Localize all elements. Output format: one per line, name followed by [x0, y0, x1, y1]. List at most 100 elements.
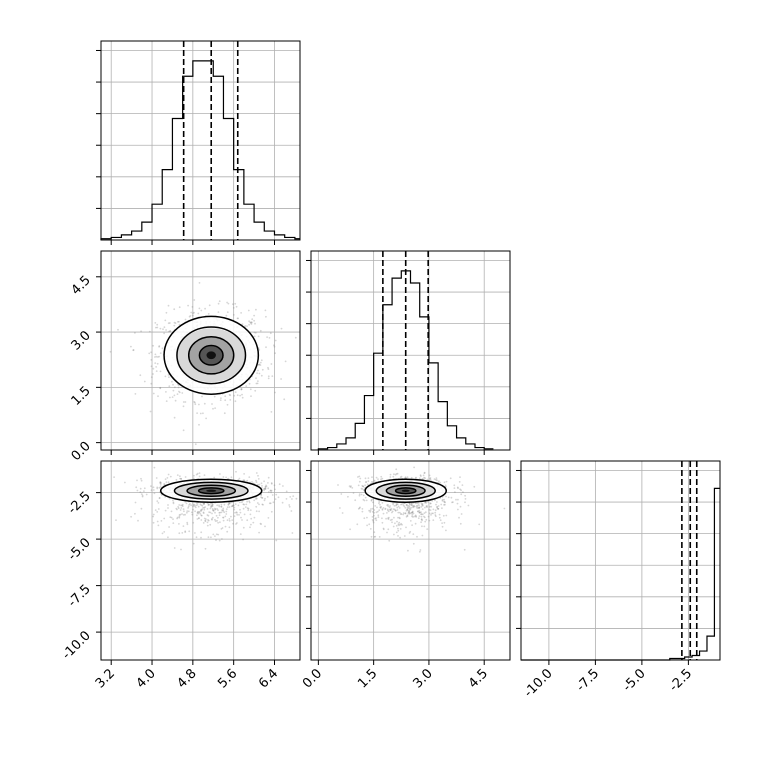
scatter-point — [389, 473, 392, 476]
scatter-point — [411, 513, 414, 516]
scatter-point — [370, 535, 373, 538]
scatter-point — [255, 377, 257, 379]
scatter-point — [223, 503, 226, 506]
scatter-point — [398, 524, 400, 527]
scatter-point — [244, 506, 247, 508]
scatter-point — [420, 502, 423, 505]
scatter-point — [226, 506, 229, 509]
scatter-point — [397, 535, 399, 537]
scatter-point — [271, 494, 274, 496]
scatter-point — [240, 516, 242, 519]
scatter-point — [250, 323, 253, 325]
scatter-point — [278, 483, 281, 486]
scatter-point — [220, 503, 223, 506]
scatter-point — [361, 484, 364, 487]
scatter-point — [198, 517, 200, 520]
scatter-point — [242, 507, 245, 510]
scatter-point — [374, 517, 376, 520]
scatter-point — [406, 508, 409, 510]
scatter-point — [260, 496, 262, 498]
scatter-point — [196, 504, 199, 506]
scatter-point — [178, 532, 181, 535]
scatter-point — [198, 307, 201, 310]
scatter-point — [246, 507, 249, 509]
scatter-point — [375, 511, 378, 514]
scatter-point — [264, 487, 267, 490]
scatter-point — [445, 529, 447, 532]
scatter-point — [219, 473, 221, 475]
histogram-bar — [692, 656, 699, 660]
scatter-point — [189, 503, 191, 505]
scatter-point — [214, 511, 216, 514]
scatter-point — [420, 515, 423, 518]
scatter-point — [395, 503, 398, 505]
scatter-point — [229, 399, 232, 401]
scatter-point — [392, 502, 394, 504]
scatter-point — [282, 485, 284, 487]
scatter-point — [349, 486, 352, 488]
scatter-point — [264, 525, 266, 528]
scatter-point — [257, 380, 259, 382]
scatter-point — [261, 503, 264, 506]
scatter-point — [194, 443, 197, 446]
scatter-point — [211, 505, 214, 508]
scatter-point — [458, 516, 460, 519]
scatter-point — [432, 519, 435, 521]
scatter-point — [178, 306, 181, 309]
scatter-point — [270, 510, 273, 513]
contour-line — [364, 478, 447, 503]
scatter-point — [141, 495, 144, 498]
scatter-point — [409, 530, 412, 533]
scatter-point — [266, 336, 268, 338]
scatter-point — [419, 550, 421, 553]
scatter-point — [248, 323, 251, 326]
scatter-point — [461, 484, 464, 486]
x-axis — [317, 450, 485, 455]
scatter-point — [199, 503, 202, 506]
y-tick-label: 0.0 — [69, 439, 94, 464]
scatter-point — [150, 359, 153, 361]
scatter-point — [413, 505, 416, 508]
contour-line — [394, 487, 417, 495]
scatter-point — [205, 518, 207, 520]
histogram-bar — [429, 363, 438, 450]
scatter-point — [113, 476, 115, 478]
scatter-point — [208, 511, 211, 513]
scatter-point — [216, 519, 219, 522]
scatter-point — [208, 503, 211, 506]
scatter-point — [267, 476, 270, 479]
scatter-point — [389, 509, 392, 512]
scatter-point — [186, 511, 188, 514]
scatter-point — [357, 476, 359, 478]
histogram-bar — [707, 636, 714, 660]
scatter-point — [157, 502, 160, 504]
y-axis: 0.0 1.5 3.0 4.5 — [69, 273, 101, 464]
scatter-point — [184, 501, 187, 503]
scatter-point — [415, 477, 417, 480]
scatter-point — [433, 478, 436, 480]
scatter-point — [371, 510, 374, 513]
scatter-point — [416, 504, 419, 507]
scatter-point — [239, 511, 242, 514]
scatter-point — [291, 498, 293, 500]
scatter-point — [259, 361, 262, 364]
scatter-point — [159, 327, 162, 330]
scatter-point — [238, 514, 240, 516]
scatter-point — [426, 528, 429, 530]
scatter-point — [156, 486, 159, 489]
scatter-point — [259, 364, 262, 366]
scatter-point — [243, 473, 246, 475]
scatter-point — [176, 516, 179, 519]
scatter-point — [389, 505, 391, 507]
scatter-point — [227, 504, 230, 506]
scatter-point — [197, 510, 199, 513]
scatter-point — [412, 533, 415, 535]
scatter-point — [387, 509, 389, 512]
scatter-point — [163, 483, 166, 486]
scatter-point — [435, 478, 437, 481]
x-axis — [110, 450, 275, 455]
scatter-point — [154, 353, 157, 356]
scatter-point — [250, 523, 252, 526]
scatter-point — [464, 501, 466, 504]
scatter-point — [382, 527, 385, 530]
